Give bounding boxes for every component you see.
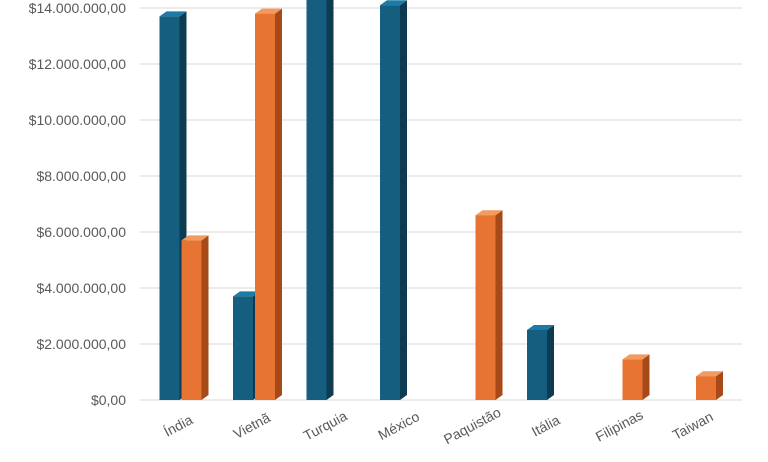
- bar-front-face: [622, 359, 643, 400]
- x-tick-label: Vietnã: [230, 409, 273, 442]
- bar-side-face: [326, 0, 334, 400]
- bar-front-face: [181, 240, 202, 400]
- bar-front-face: [696, 376, 716, 400]
- bars: [159, 0, 723, 401]
- x-tick-label: Turquia: [301, 407, 350, 443]
- bar-front-face: [306, 0, 327, 400]
- bar-top-face: [622, 354, 650, 360]
- x-tick-label: Paquistão: [441, 404, 504, 447]
- bar-1-3: [380, 0, 407, 400]
- x-tick-label: Índia: [161, 411, 196, 439]
- bar-1-5: [527, 325, 554, 400]
- bar-side-face: [642, 354, 650, 400]
- bar-1-2: [306, 0, 334, 400]
- bar-side-face: [201, 235, 209, 400]
- bar-side-face: [275, 8, 282, 400]
- y-tick-label: $8.000.000,00: [36, 168, 126, 184]
- bar-top-face: [159, 11, 187, 17]
- bar-2-7: [696, 371, 723, 400]
- x-tick-label: México: [375, 408, 422, 443]
- y-tick-label: $6.000.000,00: [36, 224, 126, 240]
- bar-2-6: [622, 354, 650, 400]
- bar-top-face: [233, 291, 260, 297]
- y-tick-label: $12.000.000,00: [29, 56, 127, 72]
- y-axis-tick-labels: $0,00 $2.000.000,00 $4.000.000,00 $6.000.00…: [29, 0, 127, 408]
- bar-top-face: [380, 0, 407, 6]
- y-tick-label: $10.000.000,00: [29, 112, 127, 128]
- bar-top-face: [255, 8, 282, 14]
- y-tick-label: $4.000.000,00: [36, 280, 126, 296]
- bar-top-face: [475, 210, 503, 216]
- bar-1-0: [159, 11, 187, 401]
- bar-2-4: [475, 210, 503, 400]
- bar-side-face: [716, 371, 723, 400]
- x-axis-tick-labels: Índia Vietnã Turquia México Paquistão Itália F…: [161, 404, 716, 447]
- bar-front-face: [475, 215, 496, 400]
- bar-front-face: [380, 5, 400, 400]
- y-tick-label: $2.000.000,00: [36, 336, 126, 352]
- y-tick-label: $14.000.000,00: [29, 0, 127, 16]
- bar-front-face: [527, 330, 547, 400]
- bar-front-face: [159, 16, 180, 401]
- bar-top-face: [181, 235, 209, 241]
- bar-front-face: [255, 13, 275, 400]
- gridlines: [140, 7, 742, 401]
- y-tick-label: $0,00: [91, 392, 126, 408]
- bar-top-face: [527, 325, 554, 330]
- bar-2-0: [181, 235, 209, 400]
- bar-front-face: [233, 296, 253, 400]
- x-tick-label: Taiwan: [670, 408, 716, 443]
- x-tick-label: Filipinas: [593, 406, 646, 444]
- x-tick-label: Itália: [529, 411, 563, 439]
- bar-side-face: [495, 210, 503, 400]
- bar-top-face: [696, 371, 723, 377]
- bar-2-1: [255, 8, 282, 400]
- bar-side-face: [400, 0, 407, 400]
- bar-side-face: [547, 325, 554, 400]
